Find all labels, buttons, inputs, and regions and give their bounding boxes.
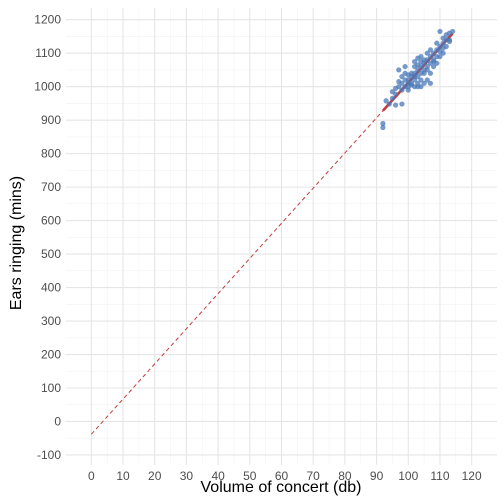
data-point (446, 38, 453, 45)
data-point (402, 63, 408, 70)
x-tick-label: 120 (462, 469, 482, 483)
data-point (443, 43, 449, 50)
data-point (424, 67, 430, 73)
data-point (418, 77, 424, 83)
data-point (399, 101, 405, 107)
x-tick-label: 90 (370, 469, 384, 483)
y-tick-label: 600 (41, 214, 61, 228)
y-axis-title: Ears ringing (mins) (8, 176, 25, 310)
x-tick-label: 40 (211, 469, 225, 483)
data-point (427, 70, 434, 76)
x-tick-label: 110 (430, 469, 449, 483)
data-point (424, 57, 430, 63)
x-tick-label: 80 (338, 469, 352, 483)
x-tick-label: 30 (180, 469, 194, 483)
x-tick-label: 20 (148, 469, 162, 483)
data-point (434, 40, 440, 46)
y-tick-label: 100 (41, 381, 61, 395)
x-tick-label: 100 (398, 469, 418, 483)
data-point (427, 47, 434, 53)
data-point (405, 77, 411, 83)
y-tick-label: 500 (41, 247, 61, 261)
data-point (431, 50, 437, 56)
data-point (424, 77, 430, 83)
data-point (389, 95, 396, 101)
data-point (399, 87, 405, 93)
data-point (392, 102, 399, 108)
y-tick-label: 400 (41, 281, 61, 295)
data-point (431, 63, 437, 70)
data-point (380, 124, 386, 131)
data-point (399, 80, 405, 86)
y-tick-label: -100 (37, 448, 61, 462)
data-point (412, 58, 418, 65)
data-point (418, 63, 424, 70)
x-axis-ticks: 0 10 20 30 40 50 60 70 80 90 100 110 120 (88, 469, 482, 483)
x-tick-label: 60 (275, 469, 289, 483)
data-point (440, 50, 446, 56)
x-tick-label: 0 (88, 469, 95, 483)
regression-lines (90, 32, 454, 435)
y-tick-label: 1100 (35, 46, 61, 60)
data-point (434, 60, 440, 66)
data-point (418, 53, 424, 60)
data-point (408, 80, 415, 86)
y-axis-ticks: -100 0 100 200 300 400 500 600 700 800 900 1000 1100… (34, 13, 61, 462)
data-point (421, 80, 427, 86)
y-tick-label: 300 (41, 314, 61, 328)
data-point (415, 67, 421, 73)
data-points (380, 28, 456, 131)
data-point (418, 84, 424, 90)
y-tick-label: 200 (41, 348, 61, 362)
y-tick-label: 800 (41, 147, 61, 161)
x-tick-label: 50 (243, 469, 257, 483)
data-point (440, 40, 446, 46)
data-point (383, 98, 389, 104)
data-point (380, 120, 386, 127)
x-axis-title: Volume of concert (db) (201, 479, 362, 496)
data-point (427, 53, 434, 60)
x-tick-label: 10 (116, 469, 130, 483)
y-tick-label: 0 (54, 414, 61, 428)
y-tick-label: 900 (41, 113, 61, 127)
data-point (399, 74, 405, 80)
x-tick-label: 70 (307, 469, 321, 483)
data-point (437, 28, 443, 35)
data-point (415, 74, 421, 80)
data-point (424, 50, 430, 56)
extrapolated-fit-line (90, 110, 384, 435)
data-point (427, 80, 434, 86)
data-point (396, 84, 402, 90)
y-tick-label: 1200 (34, 13, 61, 27)
data-point (386, 101, 392, 107)
data-point (450, 28, 456, 35)
y-tick-label: 700 (41, 180, 61, 194)
data-point (392, 91, 399, 97)
major-gridlines (66, 8, 497, 465)
data-point (437, 53, 443, 60)
data-point (396, 67, 402, 73)
data-point (421, 70, 427, 76)
y-tick-label: 1000 (34, 80, 61, 94)
